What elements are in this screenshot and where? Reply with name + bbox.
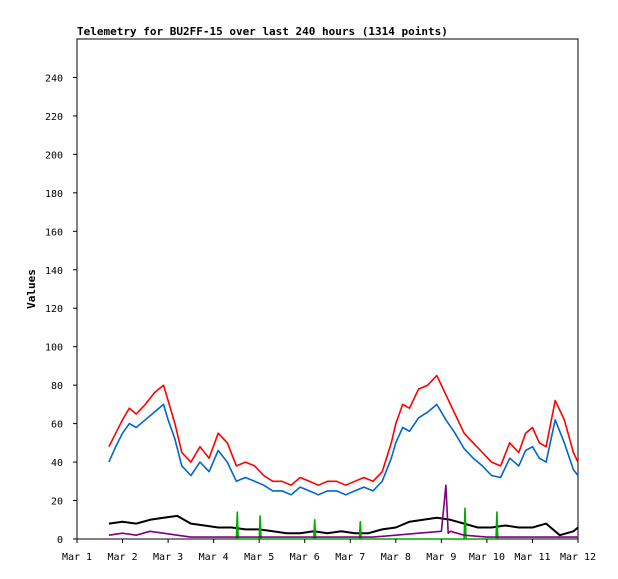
x-tick-label: Mar 8 [381, 552, 411, 563]
series-line-3 [108, 514, 579, 537]
y-tick-label: 240 [45, 73, 63, 84]
x-tick-label: Mar 2 [107, 552, 137, 563]
y-axis: 0 20 40 60 80 100 120 140 160 180 200 220 240 [45, 73, 77, 546]
x-tick-label: Mar 4 [199, 552, 229, 563]
y-tick-label: 140 [45, 266, 63, 277]
y-tick-label: 60 [51, 420, 63, 431]
x-tick-label: Mar 11 [514, 552, 550, 563]
series-line-1 [108, 374, 579, 486]
x-tick-label: Mar 3 [153, 552, 183, 563]
series-line-4 [235, 507, 499, 540]
y-tick-label: 40 [51, 458, 63, 469]
y-axis-label: Values [25, 269, 38, 309]
y-tick-label: 220 [45, 112, 63, 123]
y-tick-label: 180 [45, 189, 63, 200]
x-tick-label: Mar 7 [335, 552, 365, 563]
y-tick-label: 20 [51, 497, 63, 508]
x-axis: Mar 1 Mar 2 Mar 3 Mar 4 Mar 5 Mar 6 Mar 7 Mar 8… [62, 539, 596, 563]
y-tick-label: 160 [45, 227, 63, 238]
chart-title: Telemetry for BU2FF-15 over last 240 hou… [77, 25, 448, 38]
x-tick-label: Mar 6 [290, 552, 320, 563]
x-tick-label: Mar 12 [560, 552, 596, 563]
x-tick-label: Mar 1 [62, 552, 92, 563]
y-tick-label: 100 [45, 343, 63, 354]
x-tick-label: Mar 5 [244, 552, 274, 563]
series-line-5 [108, 484, 578, 538]
y-tick-label: 80 [51, 381, 63, 392]
series-layer [108, 374, 579, 540]
series-line-2 [108, 403, 579, 496]
x-tick-label: Mar 10 [469, 552, 505, 563]
x-tick-label: Mar 9 [426, 552, 456, 563]
plot-frame [76, 38, 579, 540]
y-tick-label: 200 [45, 150, 63, 161]
y-tick-label: 120 [45, 304, 63, 315]
y-tick-label: 0 [57, 535, 63, 546]
